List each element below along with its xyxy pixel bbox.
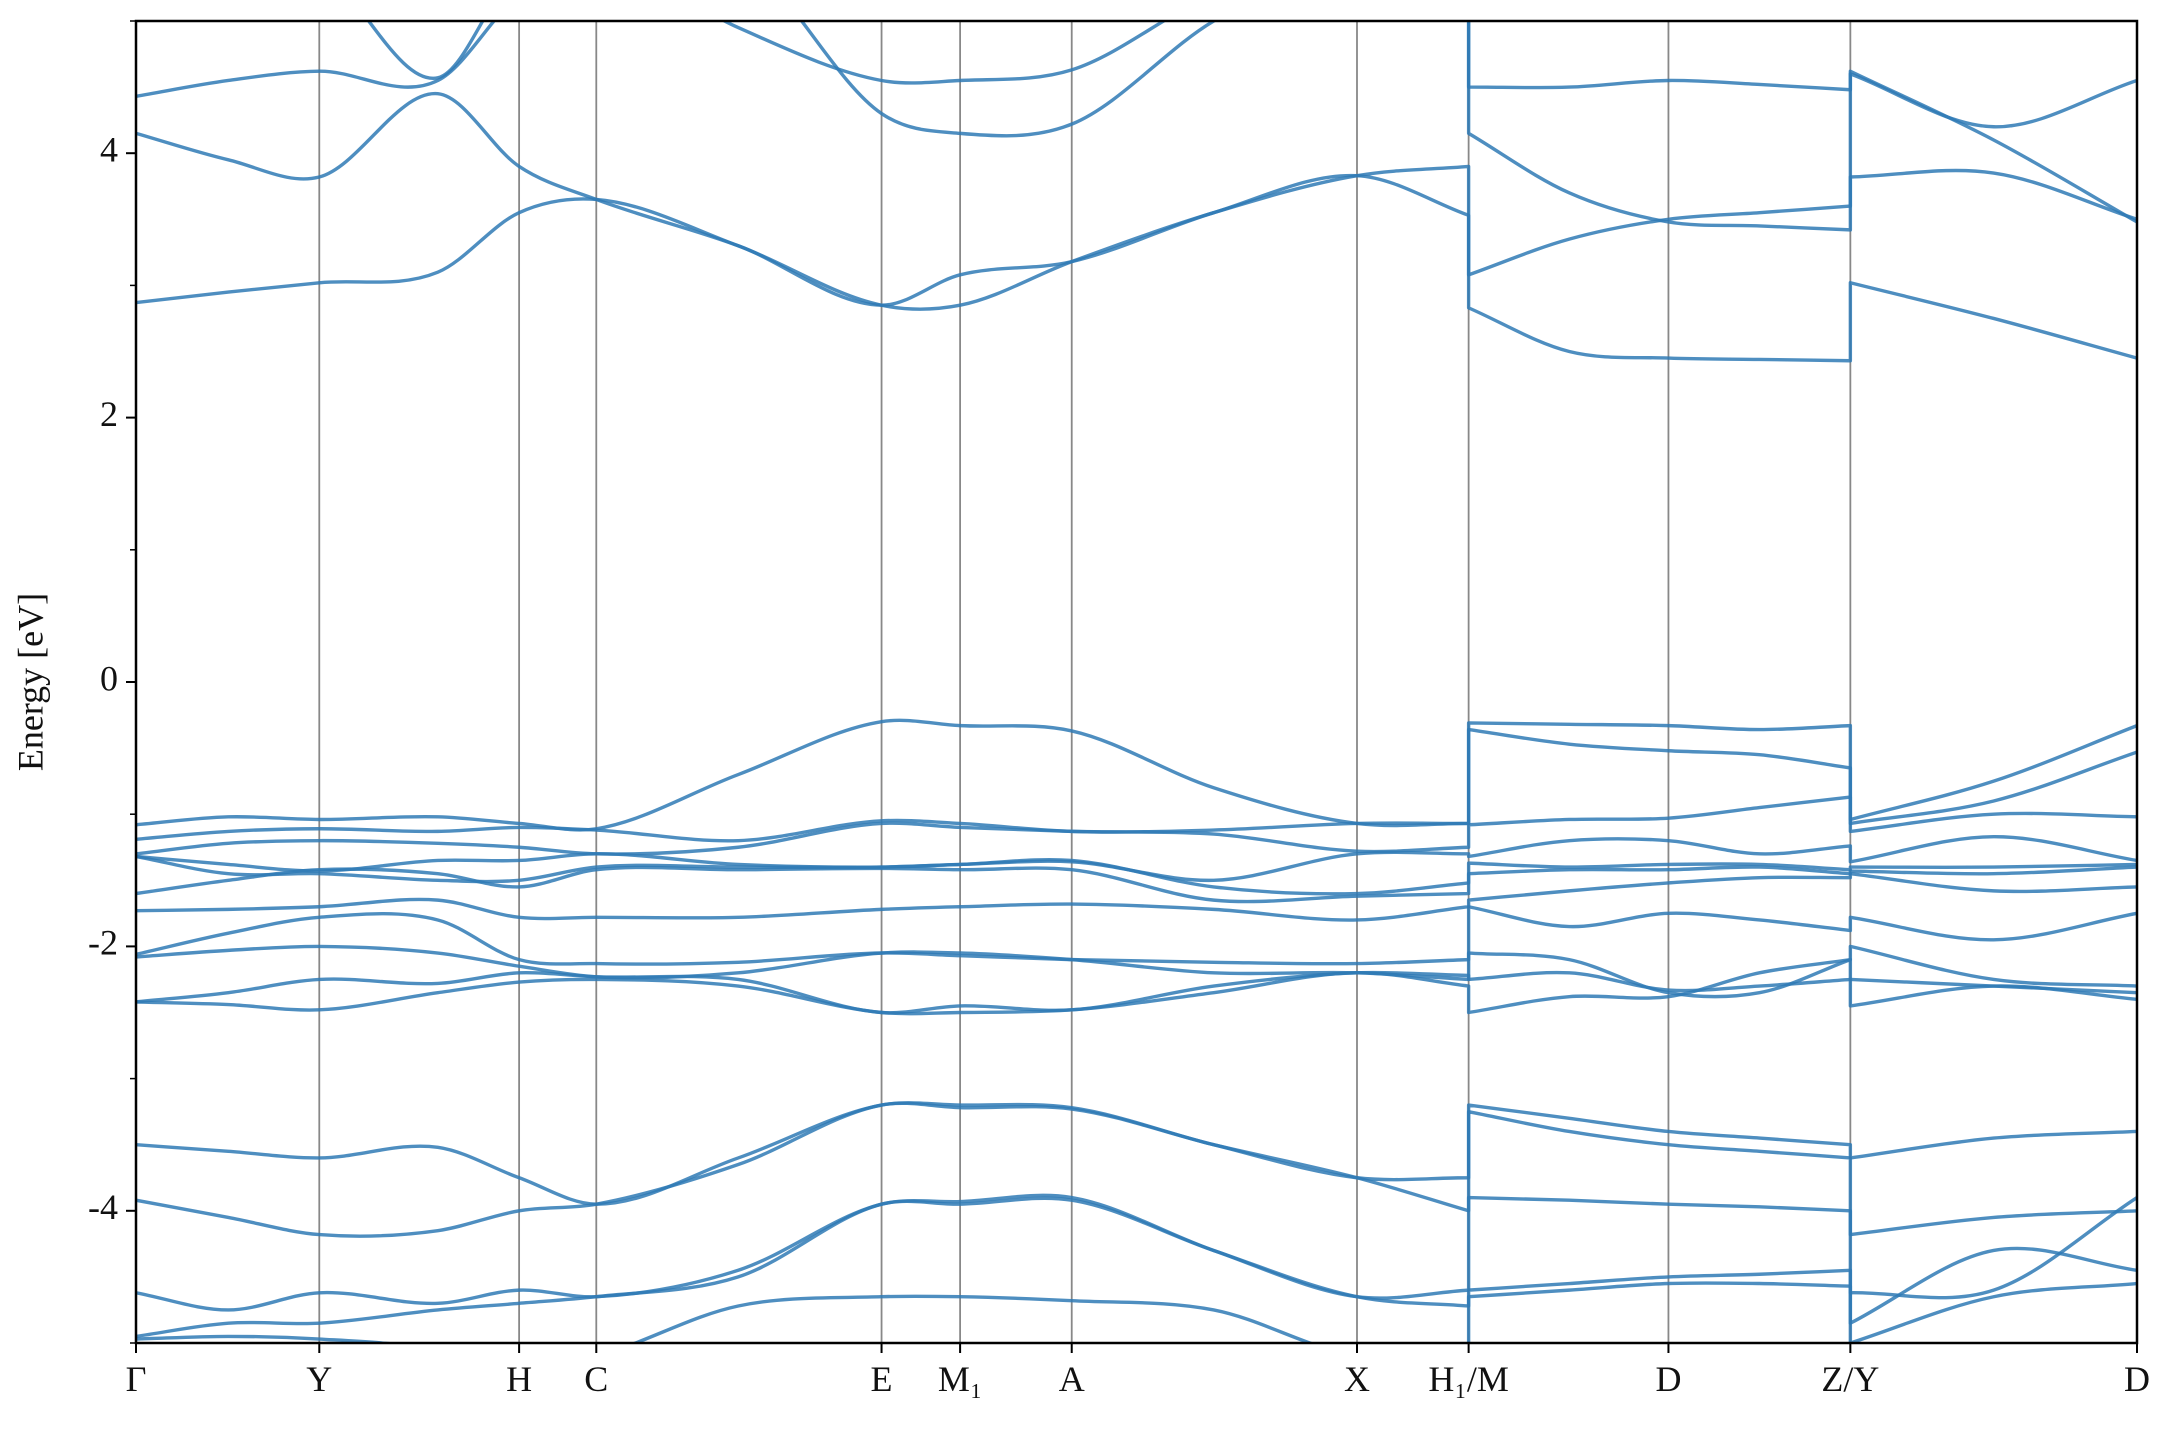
band-line [136,957,2137,1016]
band-line [136,854,2137,896]
band-line [136,905,2137,966]
band-line [136,1196,2137,1339]
y-tick-label: -4 [88,1187,118,1227]
y-tick-label: 4 [100,129,118,169]
bands [136,21,2137,1343]
axes: Γ Y H C E M₁ A X H₁/M D Z/Y D -4 -2 0 2 4 [88,20,2150,1399]
x-tick-label: A [1059,1359,1085,1399]
x-tick-label: D [1655,1359,1681,1399]
band-line [136,1101,2137,1238]
x-tick-label: M₁ [938,1359,983,1399]
x-tick-label: H [506,1359,532,1399]
band-line [136,21,2137,232]
x-tick-label: Y [306,1359,332,1399]
y-tick-label: -2 [88,923,118,963]
x-tick-label: D [2124,1359,2150,1399]
band-line [136,727,2137,843]
x-tick-label: Γ [126,1359,147,1399]
band-line [136,1281,2137,1343]
band-line [366,21,2137,129]
band-line [136,1193,2137,1312]
x-tick-label: C [584,1359,608,1399]
y-axis-label: Energy [eV] [10,593,50,771]
x-tick-label: E [871,1359,893,1399]
band-line [136,92,2137,307]
band-line [136,865,2137,904]
x-tick-label: H₁/M [1428,1359,1509,1399]
band-line [136,1101,2137,1206]
band-line [136,718,2137,832]
band-line [136,871,2137,922]
x-tick-label: Z/Y [1821,1359,1879,1399]
y-tick-label: 2 [100,394,118,434]
x-tick-label: X [1344,1359,1370,1399]
y-tick-label: 0 [100,658,118,698]
band-line [136,173,2137,363]
band-line [136,795,2137,856]
band-line [136,944,2137,999]
